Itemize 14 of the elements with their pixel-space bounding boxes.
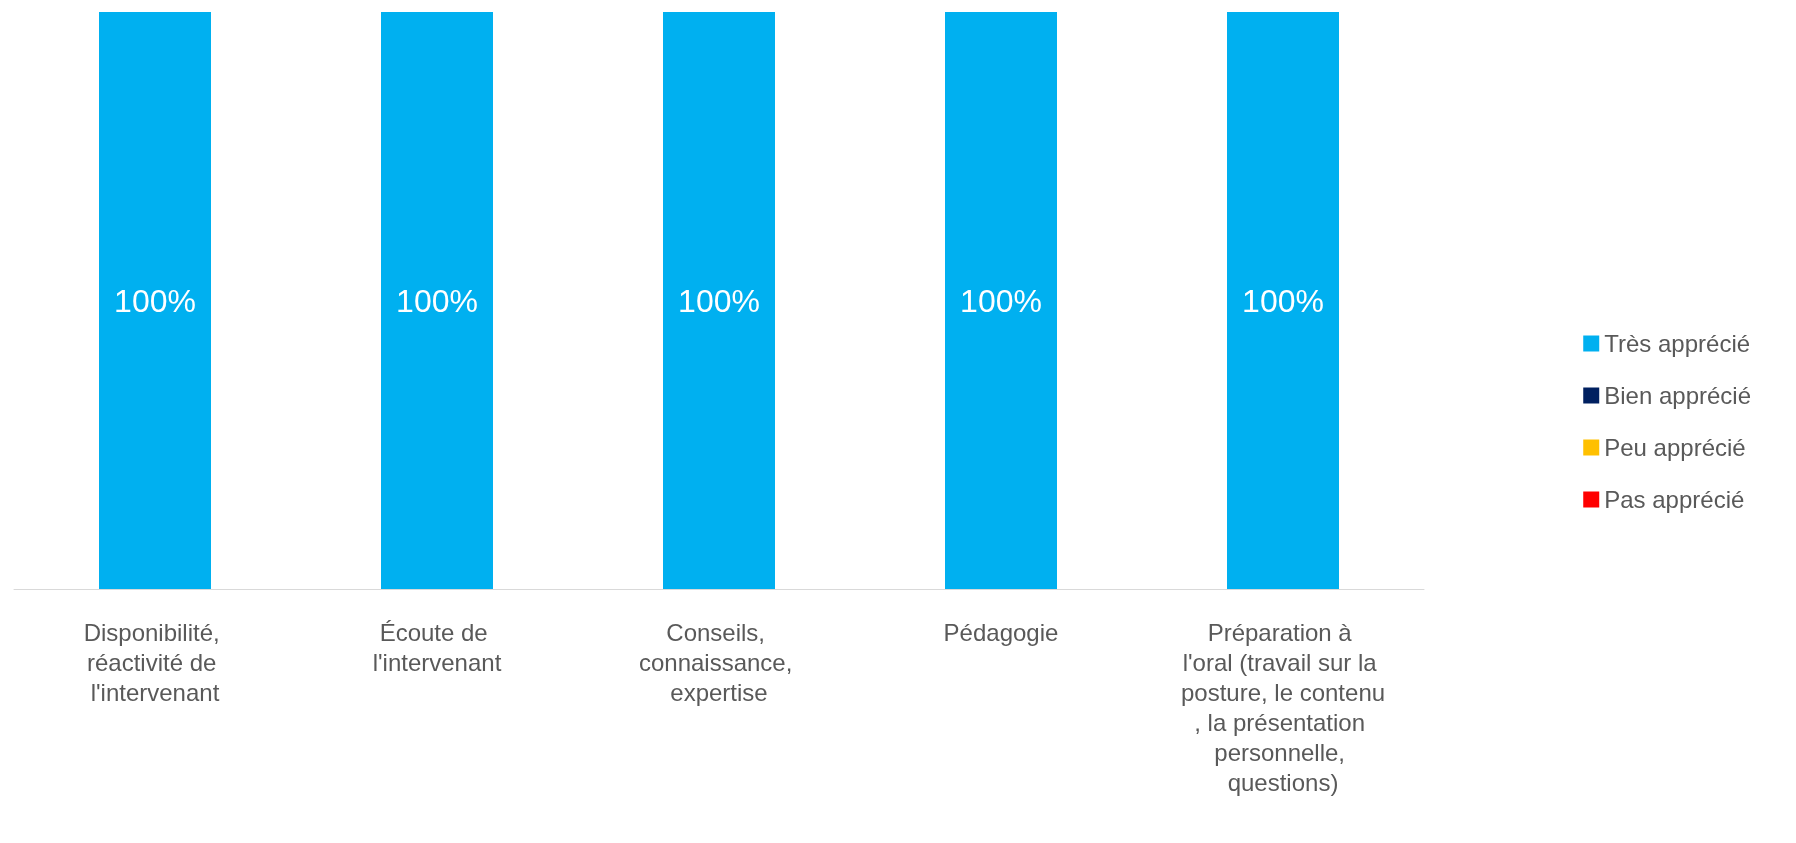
- data-label: 100%: [960, 282, 1042, 319]
- legend-label: Peu apprécié: [1604, 434, 1746, 461]
- legend-label: Pas apprécié: [1604, 486, 1745, 513]
- data-label: 100%: [114, 282, 196, 319]
- data-label: 100%: [1242, 282, 1324, 319]
- x-tick-label: Préparation à l'oral (travail sur la posture, le contenu, la présentation personnelle, questions): [1180, 618, 1386, 796]
- x-tick-label: Disponibilité, réactivité de l'intervenant: [83, 618, 227, 706]
- legend-label: Très apprécié: [1604, 330, 1751, 357]
- x-tick-label: Écoute de l'intervenant: [372, 618, 502, 676]
- data-label: 100%: [396, 282, 478, 319]
- legend-label: Bien apprécié: [1604, 382, 1751, 409]
- x-tick-label: Conseils, connaissance, expertise: [638, 618, 800, 706]
- data-label: 100%: [678, 282, 760, 319]
- x-tick-label: Pédagogie: [943, 618, 1059, 646]
